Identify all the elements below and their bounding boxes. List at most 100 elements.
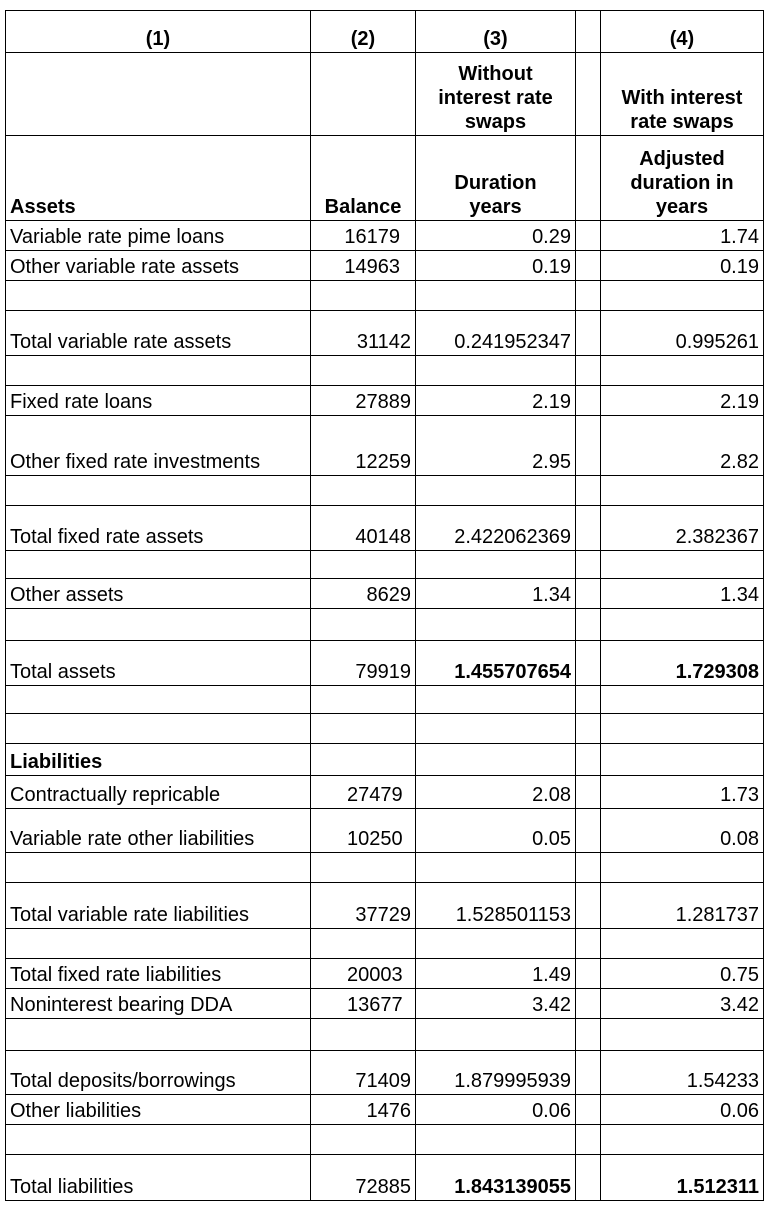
empty-cell <box>5 928 311 959</box>
empty-cell <box>415 1124 576 1155</box>
header-row: Assets Balance Duration years Adjusted d… <box>5 135 764 221</box>
empty-cell <box>600 1018 764 1051</box>
spacer-cell <box>575 310 601 356</box>
duration: 1.843139055 <box>415 1154 576 1201</box>
balance: 14963 <box>310 250 416 281</box>
adjusted-duration: 1.74 <box>600 220 764 251</box>
duration: 1.528501153 <box>415 882 576 929</box>
empty-cell <box>600 928 764 959</box>
spacer-cell <box>575 135 601 221</box>
spacer-cell <box>575 808 601 853</box>
balance: 31142 <box>310 310 416 356</box>
spacer-cell <box>575 713 601 744</box>
row-label: Total fixed rate liabilities <box>5 958 311 989</box>
empty-cell <box>600 743 764 776</box>
blank-row <box>5 1124 764 1155</box>
empty-cell <box>310 713 416 744</box>
blank-row <box>5 713 764 744</box>
empty-cell <box>5 713 311 744</box>
row-label: Contractually repricable <box>5 775 311 809</box>
empty-cell <box>5 852 311 883</box>
balance: 12259 <box>310 415 416 476</box>
data-row: Other assets 8629 1.34 1.34 <box>5 578 764 609</box>
spacer-cell <box>575 10 601 53</box>
data-row: Other variable rate assets 14963 0.19 0.19 <box>5 250 764 281</box>
data-row: Total liabilities 72885 1.843139055 1.51231… <box>5 1154 764 1201</box>
empty-cell <box>600 713 764 744</box>
data-row: Variable rate other liabilities 10250 0.05… <box>5 808 764 853</box>
empty-cell <box>415 355 576 386</box>
balance: 27479 <box>310 775 416 809</box>
blank-row <box>5 928 764 959</box>
empty-cell <box>415 475 576 506</box>
data-row: Liabilities <box>5 743 764 776</box>
row-label: Total variable rate liabilities <box>5 882 311 929</box>
adjusted-duration: 2.19 <box>600 385 764 416</box>
empty-cell <box>5 355 311 386</box>
empty-cell <box>5 280 311 311</box>
column-group: With interest rate swaps <box>600 52 764 136</box>
column-header: Adjusted duration in years <box>600 135 764 221</box>
row-label: Total assets <box>5 640 311 686</box>
duration: 2.422062369 <box>415 505 576 551</box>
row-label: Fixed rate loans <box>5 385 311 416</box>
spacer-cell <box>575 415 601 476</box>
empty-cell <box>310 52 416 136</box>
blank-row <box>5 475 764 506</box>
column-header: Balance <box>310 135 416 221</box>
adjusted-duration: 0.19 <box>600 250 764 281</box>
spacer-cell <box>575 1154 601 1201</box>
adjusted-duration: 1.34 <box>600 578 764 609</box>
adjusted-duration: 1.512311 <box>600 1154 764 1201</box>
blank-row <box>5 550 764 579</box>
spacer-cell <box>575 220 601 251</box>
empty-cell <box>5 1124 311 1155</box>
blank-row <box>5 685 764 714</box>
empty-cell <box>310 928 416 959</box>
empty-cell <box>415 608 576 641</box>
spacer-cell <box>575 355 601 386</box>
empty-cell <box>310 475 416 506</box>
spacer-cell <box>575 1018 601 1051</box>
balance: 16179 <box>310 220 416 251</box>
duration: 2.19 <box>415 385 576 416</box>
empty-cell <box>310 743 416 776</box>
section-heading: Liabilities <box>5 743 311 776</box>
data-row: Variable rate pime loans 16179 0.29 1.74 <box>5 220 764 251</box>
empty-cell <box>310 280 416 311</box>
balance: 72885 <box>310 1154 416 1201</box>
balance: 37729 <box>310 882 416 929</box>
empty-cell <box>5 550 311 579</box>
blank-row <box>5 355 764 386</box>
spacer-cell <box>575 852 601 883</box>
balance: 27889 <box>310 385 416 416</box>
empty-cell <box>415 928 576 959</box>
adjusted-duration: 0.995261 <box>600 310 764 356</box>
data-row: Contractually repricable 27479 2.08 1.73 <box>5 775 764 809</box>
empty-cell <box>600 1124 764 1155</box>
empty-cell <box>415 685 576 714</box>
section-heading: Assets <box>5 135 311 221</box>
adjusted-duration: 1.73 <box>600 775 764 809</box>
duration: 3.42 <box>415 988 576 1019</box>
duration: 0.29 <box>415 220 576 251</box>
spacer-cell <box>575 1124 601 1155</box>
empty-cell <box>600 852 764 883</box>
adjusted-duration: 0.08 <box>600 808 764 853</box>
row-label: Total fixed rate assets <box>5 505 311 551</box>
empty-cell <box>5 685 311 714</box>
spacer-cell <box>575 1050 601 1095</box>
spacer-cell <box>575 988 601 1019</box>
balance: 10250 <box>310 808 416 853</box>
spacer-cell <box>575 608 601 641</box>
column-number: (3) <box>415 10 576 53</box>
data-row: Total fixed rate assets 40148 2.422062369 2… <box>5 505 764 551</box>
spacer-cell <box>575 743 601 776</box>
balance: 8629 <box>310 578 416 609</box>
empty-cell <box>5 52 311 136</box>
empty-cell <box>415 280 576 311</box>
row-label: Other liabilities <box>5 1094 311 1125</box>
duration: 0.06 <box>415 1094 576 1125</box>
column-number: (2) <box>310 10 416 53</box>
